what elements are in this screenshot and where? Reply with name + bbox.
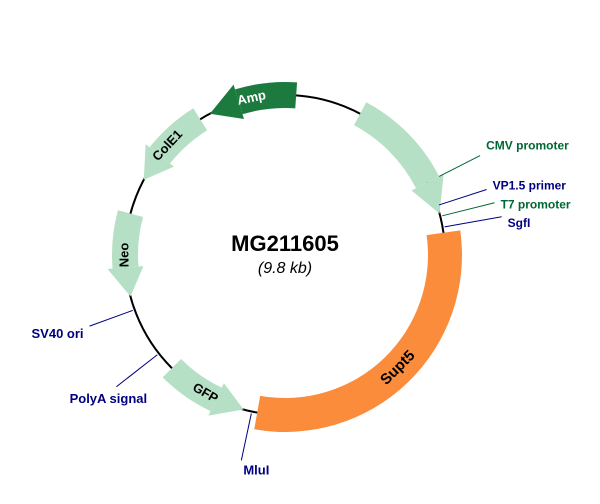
plasmid-name: MG211605: [231, 231, 339, 256]
site-polya-label: PolyA signal: [70, 391, 148, 406]
feature-cmv-label: CMV promoter: [486, 139, 569, 153]
site-mlui-label: MluI: [243, 462, 269, 477]
site-sv40-label: SV40 ori: [32, 326, 84, 341]
feature-neo-label: Neo: [116, 243, 131, 268]
plasmid-map: CMV promoterSupt5GFPNeoColE1AmpVP1.5 pri…: [0, 0, 600, 504]
site-vp15-label: VP1.5 primer: [493, 178, 567, 192]
site-sgfi-label: SgfI: [508, 216, 531, 230]
plasmid-size: (9.8 kb): [258, 260, 312, 277]
site-t7-label: T7 promoter: [501, 198, 571, 212]
